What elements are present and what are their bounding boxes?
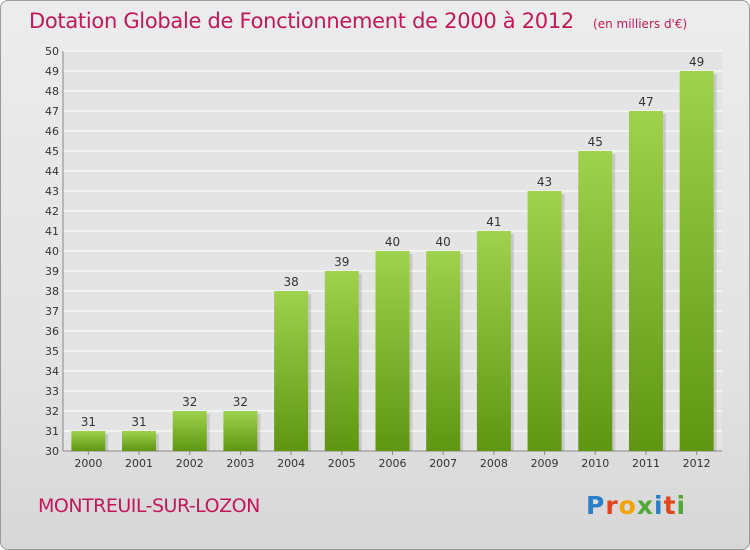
- y-tick-label: 36: [45, 325, 59, 338]
- logo-letter: x: [636, 491, 654, 520]
- y-tick-label: 39: [45, 265, 59, 278]
- data-label: 47: [638, 95, 653, 109]
- y-tick-label: 49: [45, 65, 59, 78]
- x-tick-label: 2008: [480, 457, 508, 470]
- bar: [527, 191, 562, 451]
- bar: [223, 411, 258, 451]
- y-tick-label: 44: [45, 165, 59, 178]
- y-tick-label: 47: [45, 105, 59, 118]
- logo-letter: i: [654, 491, 664, 520]
- x-tick-label: 2002: [176, 457, 204, 470]
- bar: [628, 111, 663, 451]
- y-tick-label: 37: [45, 305, 59, 318]
- x-tick-label: 2006: [379, 457, 407, 470]
- x-tick-label: 2004: [277, 457, 305, 470]
- y-tick-label: 50: [45, 45, 59, 58]
- bar: [274, 291, 309, 451]
- bar: [426, 251, 461, 451]
- data-label: 49: [689, 55, 704, 69]
- y-tick-label: 40: [45, 245, 59, 258]
- bar: [71, 431, 106, 451]
- y-tick-label: 32: [45, 405, 59, 418]
- data-label: 38: [283, 275, 298, 289]
- data-label: 41: [486, 215, 501, 229]
- y-tick-label: 43: [45, 185, 59, 198]
- chart-header: Dotation Globale de Fonctionnement de 20…: [29, 9, 687, 33]
- bar: [578, 151, 613, 451]
- bar: [324, 271, 359, 451]
- bar: [122, 431, 157, 451]
- bar: [679, 71, 714, 451]
- bar: [375, 251, 410, 451]
- y-tick-label: 42: [45, 205, 59, 218]
- logo-letter: i: [676, 491, 687, 520]
- x-tick-label: 2007: [429, 457, 457, 470]
- y-tick-label: 31: [45, 425, 59, 438]
- x-tick-label: 2003: [226, 457, 254, 470]
- x-tick-label: 2009: [531, 457, 559, 470]
- data-label: 32: [182, 395, 197, 409]
- bar: [476, 231, 511, 451]
- y-tick-label: 46: [45, 125, 59, 138]
- data-label: 40: [385, 235, 400, 249]
- logo-letter: t: [663, 491, 677, 520]
- commune-name: MONTREUIL-SUR-LOZON: [38, 495, 260, 517]
- data-label: 40: [436, 235, 451, 249]
- data-label: 32: [233, 395, 248, 409]
- data-label: 31: [131, 415, 146, 429]
- chart-unit: (en milliers d'€): [593, 17, 688, 31]
- y-tick-label: 48: [45, 85, 59, 98]
- proxiti-logo: Proxiti: [586, 491, 686, 520]
- bar: [172, 411, 207, 451]
- x-tick-label: 2005: [328, 457, 356, 470]
- x-tick-label: 2001: [125, 457, 153, 470]
- y-tick-label: 38: [45, 285, 59, 298]
- y-tick-label: 35: [45, 345, 59, 358]
- data-label: 39: [334, 255, 349, 269]
- logo-letter: o: [618, 491, 637, 520]
- y-tick-label: 30: [45, 445, 59, 458]
- x-tick-label: 2010: [581, 457, 609, 470]
- logo-letter: P: [586, 491, 606, 520]
- chart-title: Dotation Globale de Fonctionnement de 20…: [29, 9, 574, 33]
- y-tick-label: 41: [45, 225, 59, 238]
- x-tick-label: 2000: [74, 457, 102, 470]
- x-tick-label: 2011: [632, 457, 660, 470]
- data-label: 31: [81, 415, 96, 429]
- data-label: 43: [537, 175, 552, 189]
- y-tick-label: 33: [45, 385, 59, 398]
- logo-letter: r: [605, 491, 619, 520]
- x-tick-label: 2012: [683, 457, 711, 470]
- y-tick-label: 45: [45, 145, 59, 158]
- y-tick-label: 34: [45, 365, 59, 378]
- data-label: 45: [588, 135, 603, 149]
